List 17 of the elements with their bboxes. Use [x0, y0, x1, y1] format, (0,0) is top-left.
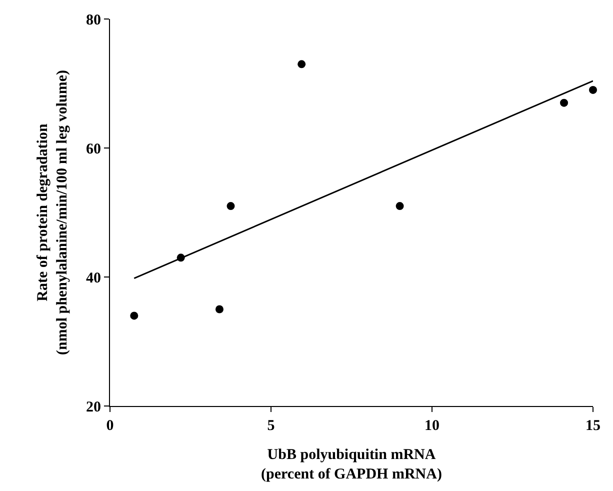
y-tick-label: 20	[86, 399, 101, 416]
x-tick-label: 5	[267, 418, 275, 434]
point	[396, 202, 404, 210]
point	[215, 305, 224, 314]
x-tick-label: 0	[106, 418, 114, 434]
point	[589, 86, 597, 94]
y-tick-label: 60	[86, 141, 101, 158]
point	[226, 202, 235, 210]
y-tick-label: 40	[86, 270, 101, 286]
point	[298, 60, 306, 68]
x-axis-title: UbB polyubiquitin mRNA (percent of GAPDH mRNA)	[261, 447, 442, 482]
y-tick-label: 80	[86, 12, 101, 28]
x-tick-label: 10	[424, 418, 440, 434]
point	[560, 98, 568, 107]
y-axis-title: Rate of protein degradation (nmol phenylalanine/min/100 ml leg volume)	[34, 70, 70, 356]
x-tick-label: 15	[586, 418, 600, 434]
point	[130, 312, 138, 320]
